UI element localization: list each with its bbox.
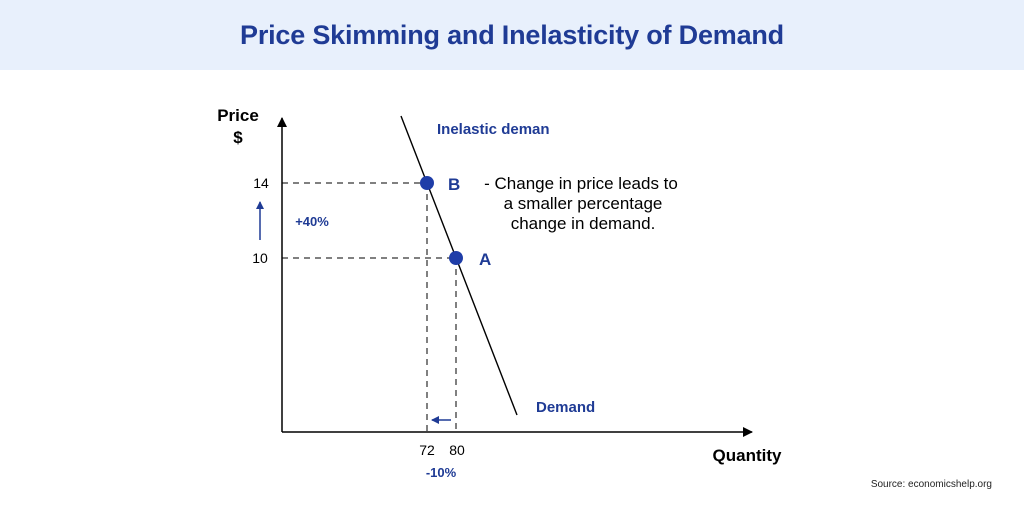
- price-change-label: +40%: [295, 214, 329, 229]
- demand-curve: [400, 115, 518, 416]
- quantity-low-label: 72: [419, 442, 435, 458]
- header-banner: Price Skimming and Inelasticity of Deman…: [0, 0, 1024, 70]
- inelastic-demand-label: Inelastic deman: [437, 121, 550, 138]
- demand-label: Demand: [536, 399, 595, 416]
- price-low-label: 10: [252, 250, 268, 266]
- source-credit: Source: economicshelp.org: [870, 479, 992, 490]
- explanation-line-2: a smaller percentage: [504, 194, 663, 213]
- y-axis-label: Price: [217, 106, 259, 125]
- quantity-high-label: 80: [449, 442, 465, 458]
- explanation-line-1: - Change in price leads to: [484, 174, 678, 193]
- point-a: [449, 251, 463, 265]
- x-axis-label: Quantity: [713, 446, 782, 465]
- quantity-change-label: -10%: [426, 465, 457, 480]
- point-b-label: B: [448, 175, 460, 194]
- explanation-line-3: change in demand.: [511, 214, 656, 233]
- price-high-label: 14: [253, 175, 269, 191]
- point-b: [420, 176, 434, 190]
- y-axis-unit-label: $: [233, 128, 243, 147]
- point-a-label: A: [479, 250, 491, 269]
- page-title: Price Skimming and Inelasticity of Deman…: [240, 19, 784, 50]
